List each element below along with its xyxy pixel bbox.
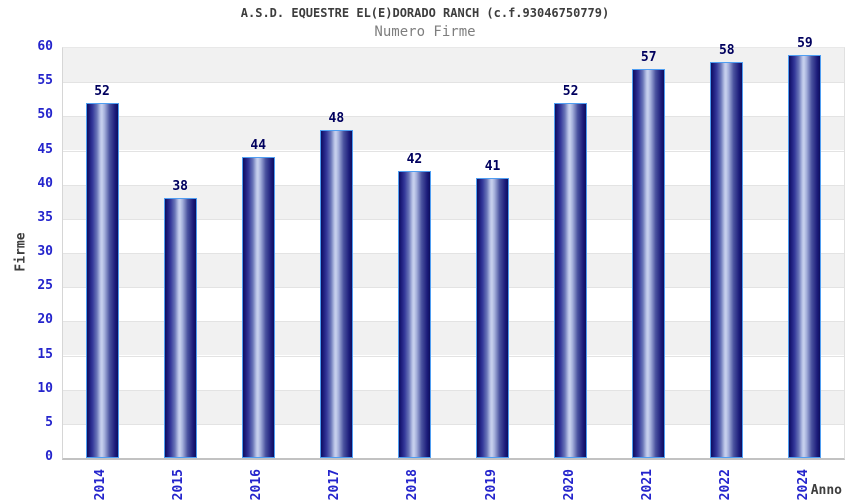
bar-slot: 59 xyxy=(766,36,844,458)
bar-slot: 58 xyxy=(688,43,766,458)
y-tick-label: 30 xyxy=(37,244,53,259)
bar-slot: 48 xyxy=(297,48,375,458)
x-tick-slot: 2014 xyxy=(62,469,140,500)
y-tick-label: 5 xyxy=(45,414,53,430)
bar-slot: 52 xyxy=(63,48,141,458)
x-tick-label: 2020 xyxy=(561,469,577,500)
x-tick-slot: 2021 xyxy=(609,469,687,500)
y-tick-label: 20 xyxy=(37,312,53,328)
bar-value-label: 58 xyxy=(718,42,735,58)
x-tick-slot: 2018 xyxy=(374,469,452,500)
y-tick-label: 40 xyxy=(37,175,53,191)
x-tick-label: 2021 xyxy=(639,469,655,500)
bar xyxy=(632,68,666,458)
y-tick-label: 35 xyxy=(37,209,53,225)
y-tick-label: 50 xyxy=(37,107,53,123)
x-tick-label: 2018 xyxy=(405,469,421,500)
bar xyxy=(85,102,119,458)
x-tick-slot: 2015 xyxy=(140,469,218,500)
bar-slot: 44 xyxy=(219,48,297,458)
y-tick-label: 15 xyxy=(37,346,53,362)
x-tick-label: 2019 xyxy=(483,469,499,500)
bar-slot: 57 xyxy=(610,48,688,458)
chart-subtitle: Numero Firme xyxy=(374,24,476,40)
bar-value-label: 52 xyxy=(94,83,110,99)
bar-value-label: 41 xyxy=(484,158,501,174)
bar-value-label: 44 xyxy=(250,138,267,154)
y-tick-label: 0 xyxy=(45,449,53,464)
x-tick-label: 2015 xyxy=(171,469,187,500)
x-tick-label: 2022 xyxy=(717,469,733,500)
x-tick-label: 2017 xyxy=(327,469,343,500)
x-axis-title: Anno xyxy=(810,483,842,498)
bar-slot: 38 xyxy=(141,48,219,458)
bar xyxy=(319,130,353,458)
bar-value-label: 38 xyxy=(172,179,188,195)
y-tick-label: 60 xyxy=(37,39,53,54)
y-axis-ticks: 0 5 10 15 20 25 30 35 40 45 50 55 60 xyxy=(0,40,53,464)
bar-slot: 42 xyxy=(375,48,453,458)
y-tick-label: 25 xyxy=(37,278,53,294)
x-tick-slot: 2020 xyxy=(531,469,609,500)
y-tick-label: 45 xyxy=(37,141,53,157)
y-tick-label: 55 xyxy=(37,73,53,89)
bars-row: 52 38 44 48 42 41 52 57 58 59 xyxy=(63,36,844,458)
x-tick-label: 2016 xyxy=(249,469,265,500)
bar xyxy=(554,102,588,458)
bar xyxy=(397,171,431,458)
bar-value-label: 57 xyxy=(640,49,657,65)
bar-value-label: 42 xyxy=(406,152,423,167)
bar xyxy=(476,177,510,458)
chart-title: A.S.D. EQUESTRE EL(E)DORADO RANCH (c.f.9… xyxy=(240,6,610,20)
bar-value-label: 48 xyxy=(328,111,345,126)
bar xyxy=(710,61,744,458)
x-tick-slot: 2017 xyxy=(296,469,374,500)
bar-slot: 52 xyxy=(532,48,610,458)
x-tick-label: 2024 xyxy=(795,469,811,500)
bar xyxy=(163,198,197,458)
x-tick-slot: 2022 xyxy=(687,469,765,500)
bar-value-label: 59 xyxy=(797,35,813,51)
bar-slot: 41 xyxy=(453,48,531,458)
bar-value-label: 52 xyxy=(562,83,579,99)
y-tick-label: 10 xyxy=(37,380,53,396)
plot-area: 52 38 44 48 42 41 52 57 58 59 xyxy=(62,36,845,460)
x-axis-labels: 2014 2015 2016 2017 2018 2019 2020 2021 2022 2024 xyxy=(62,469,843,500)
x-tick-slot: 2019 xyxy=(452,469,530,500)
x-tick-label: 2014 xyxy=(93,469,109,500)
bar xyxy=(241,157,275,458)
bar xyxy=(788,54,822,458)
x-tick-slot: 2016 xyxy=(218,469,296,500)
